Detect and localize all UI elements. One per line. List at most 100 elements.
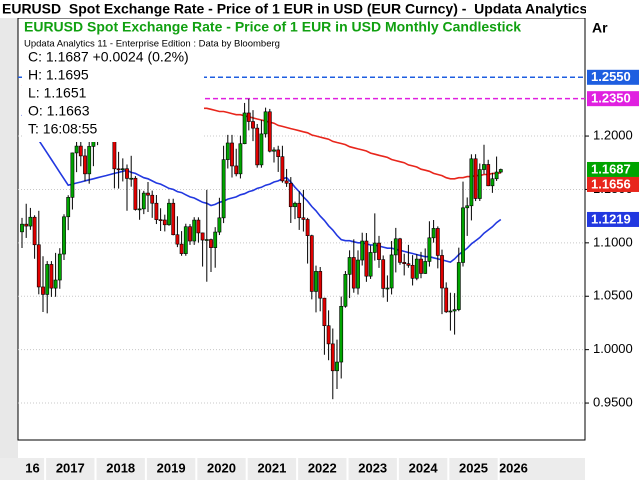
candle-body	[263, 111, 268, 135]
candle-body	[314, 271, 318, 292]
candle-body	[389, 254, 394, 289]
candle-body	[188, 226, 192, 242]
candle-body	[225, 142, 230, 160]
corner-box	[586, 18, 640, 40]
candle-body	[66, 197, 71, 218]
candle-body	[309, 235, 314, 292]
value-tag-label: 1.1656	[591, 176, 631, 191]
candle-body	[28, 216, 33, 227]
candle-body	[251, 121, 255, 129]
candle-body	[116, 168, 121, 171]
corner-label: Ar	[592, 20, 608, 36]
x-axis-strip	[0, 458, 585, 480]
value-tag	[587, 69, 639, 85]
candle-body	[402, 262, 407, 264]
candle-body	[196, 219, 201, 234]
chart-title: EURUSD Spot Exchange Rate - Price of 1 E…	[24, 19, 521, 35]
candle-body	[137, 208, 142, 211]
candle-body	[280, 156, 285, 182]
candle-body	[158, 219, 163, 221]
candle-body	[452, 309, 457, 312]
candle-body	[456, 262, 461, 310]
info-line: H: 1.1695	[28, 67, 89, 83]
candle-body	[477, 169, 482, 199]
candle-body	[20, 223, 24, 233]
candle-body	[448, 310, 453, 313]
corner-top	[586, 0, 640, 18]
candle-body	[326, 325, 331, 345]
value-tag-label: 1.2350	[591, 91, 631, 106]
candle-body	[192, 219, 197, 242]
candle-body	[364, 240, 369, 277]
value-tag	[587, 161, 639, 177]
candle-body	[234, 165, 239, 175]
candle-body	[49, 264, 54, 289]
y-tick-label: 1.0000	[593, 341, 633, 356]
info-line: L: 1.1651	[28, 85, 87, 101]
candle-body	[167, 202, 171, 226]
candle-body	[221, 159, 226, 219]
candle-body	[53, 279, 58, 289]
x-year-label: 2024	[409, 460, 439, 475]
candle-body	[125, 168, 129, 179]
candle-body	[57, 253, 62, 281]
x-year-label: 2022	[308, 460, 337, 475]
y-tick-label: 1.2000	[593, 127, 633, 142]
candle-body	[423, 261, 428, 274]
candle-body	[498, 169, 503, 173]
candle-body	[179, 243, 184, 254]
candle-body	[301, 217, 306, 220]
candle-body	[284, 180, 289, 184]
value-tag-label: 1.2550	[591, 69, 631, 84]
candle-body	[347, 257, 352, 275]
candle-body	[162, 219, 167, 226]
candle-body	[343, 274, 348, 307]
value-tag-label: 1.1219	[591, 211, 631, 226]
candle-body	[435, 228, 440, 256]
value-tag	[587, 211, 639, 227]
candle-body	[398, 238, 402, 263]
candle-body	[393, 238, 398, 256]
candle-body	[351, 257, 356, 289]
candle-body	[410, 264, 415, 279]
info-line: O: 1.1663	[28, 103, 90, 119]
x-year-label: 2017	[56, 460, 85, 475]
candle-body	[473, 158, 478, 199]
candle-body	[356, 259, 360, 289]
value-tag-label: 1.1687	[591, 161, 631, 176]
candle-body	[217, 217, 222, 233]
candle-body	[141, 192, 146, 210]
candle-body	[120, 168, 125, 171]
candle-body	[377, 242, 381, 260]
candle-body	[494, 171, 499, 180]
candle-body	[45, 264, 50, 295]
candle-body	[368, 252, 373, 277]
candle-body	[427, 237, 432, 262]
candle-body	[322, 297, 327, 327]
candle-body	[372, 242, 377, 253]
y-tick-label: 1.1000	[593, 234, 633, 249]
x-year-label: 2021	[257, 460, 286, 475]
x-year-label: 2025	[459, 460, 488, 475]
candle-body	[255, 127, 260, 166]
header-bar	[0, 0, 640, 18]
candle-body	[154, 202, 159, 220]
candle-body	[200, 232, 205, 241]
candle-body	[183, 226, 188, 254]
candle-body	[305, 219, 310, 236]
candle-body	[204, 239, 209, 241]
header-title: EURUSD Spot Exchange Rate - Price of 1 E…	[2, 1, 587, 17]
candle-body	[213, 231, 218, 248]
candle-body	[381, 259, 386, 289]
x-year-label: 2020	[207, 460, 236, 475]
candle-body	[70, 152, 75, 198]
candle-body	[440, 255, 444, 289]
candle-body	[444, 287, 449, 313]
chart-subtitle: Updata Analytics 11 - Enterprise Edition…	[24, 39, 280, 50]
candle-body	[238, 143, 243, 175]
candle-body	[419, 258, 423, 274]
candle-body	[129, 177, 134, 180]
candle-body	[78, 145, 83, 157]
